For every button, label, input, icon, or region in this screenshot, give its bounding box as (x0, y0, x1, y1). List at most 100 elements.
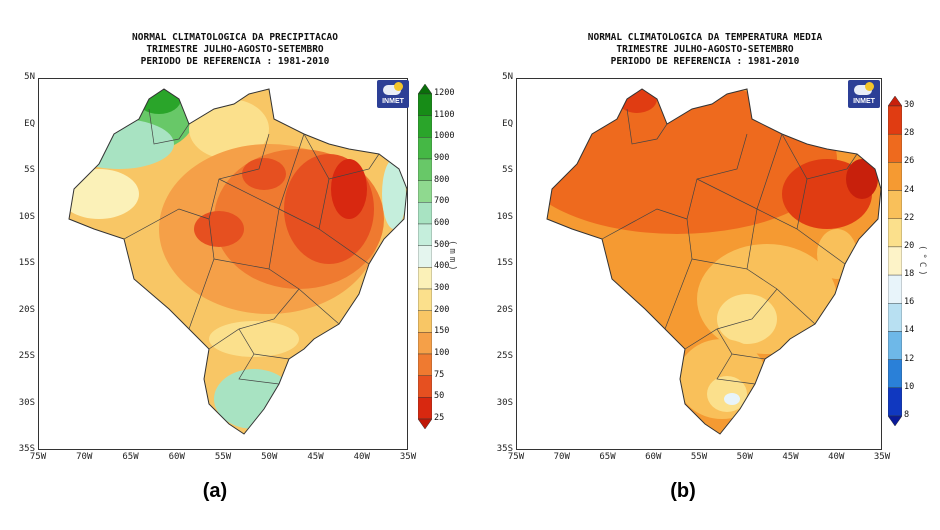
precip-colorbar-label: 500 (434, 239, 450, 250)
temp-lat-tick: 25S (496, 351, 513, 361)
temp-brazil-outline (546, 88, 882, 435)
temp-colorbar-bottom-arrow (888, 415, 902, 426)
temp-colorbar-label: 26 (904, 156, 915, 167)
temp-colorbar-label: 12 (904, 353, 915, 364)
temp-colorbar-label: 18 (904, 269, 915, 280)
precip-colorbar-segment (418, 223, 432, 246)
precip-colorbar-label: 900 (434, 153, 450, 163)
precip-lat-tick: 25S (18, 351, 35, 361)
precip-colorbar-segment (418, 397, 432, 420)
precip-colorbar-label: 1000 (434, 131, 455, 142)
temp-colorbar-segment (888, 274, 902, 304)
precip-colorbar-segment (418, 353, 432, 376)
precip-unit-label: (mm) (447, 240, 457, 274)
precip-colorbar-label: 50 (434, 391, 445, 402)
temp-lat-tick: 15S (496, 258, 513, 268)
temp-colorbar-top-arrow (888, 96, 902, 107)
temp-colorbar-segment (888, 218, 902, 248)
precip-colorbar-label: 300 (434, 283, 450, 293)
precip-colorbar-segment (418, 332, 432, 355)
temp-highland-cool (717, 294, 777, 344)
temp-colorbar-label: 16 (904, 297, 915, 308)
temp-map (516, 78, 882, 450)
precip-colorbar-segment (418, 267, 432, 290)
precip-colorbar-label: 600 (434, 218, 450, 228)
precip-lat-tick: 10S (18, 211, 35, 222)
temp-south-coldest (724, 393, 740, 405)
precip-south-yellow (209, 321, 299, 357)
precip-lat-tick: EQ (24, 118, 35, 129)
precip-amazon-yellow (189, 99, 269, 159)
temp-title-block: NORMAL CLIMATOLOGICA DA TEMPERATURA MEDI… (470, 32, 940, 68)
temp-lat-tick: 30S (496, 397, 513, 408)
precip-state-borders (123, 108, 380, 385)
precip-colorbar-segment (418, 245, 432, 268)
temp-lat-tick: 5S (502, 165, 513, 175)
sun-icon (865, 82, 874, 91)
precip-colorbar-label: 400 (434, 261, 450, 272)
temp-colorbar-label: 8 (904, 410, 910, 420)
temp-lat-tick: 20S (496, 304, 513, 315)
precip-panel-letter: (a) (202, 480, 228, 502)
precip-lat-tick: 15S (18, 258, 35, 268)
precip-lon-tick: 65W (122, 452, 139, 462)
panel-precipitation: NORMAL CLIMATOLOGICA DA PRECIPITACAO TRI… (0, 32, 470, 502)
precip-lon-tick: 60W (168, 452, 185, 462)
temp-lon-tick: 35W (873, 452, 891, 462)
temp-colorbar-label: 10 (904, 381, 915, 392)
precip-south-green (214, 369, 294, 429)
temp-title-line-3: PERIODO DE REFERENCIA : 1981-2010 (610, 56, 800, 67)
temp-lon-tick: 50W (736, 452, 753, 462)
precip-lat-tick: 20S (18, 304, 35, 315)
precip-colorbar-label: 100 (434, 348, 450, 358)
cloud-icon (854, 85, 872, 95)
temp-lat-tick: EQ (502, 118, 513, 129)
precip-colorbar-segment (418, 375, 432, 398)
precip-coast-light (382, 159, 406, 229)
temp-lon-tick: 65W (599, 452, 616, 462)
precip-lon-tick: 70W (76, 452, 93, 462)
precip-core-darkred (331, 159, 367, 219)
precip-title-line-1: NORMAL CLIMATOLOGICA DA PRECIPITACAO (132, 32, 338, 43)
precip-lon-tick: 40W (353, 452, 370, 462)
precip-colorbar-label: 1100 (434, 109, 455, 120)
cloud-icon (383, 85, 401, 95)
temp-lon-tick: 55W (690, 452, 708, 462)
temp-colorbar-segment (888, 331, 902, 360)
temp-lon-tick: 40W (828, 452, 845, 462)
temp-colorbar-segment (888, 162, 902, 191)
temp-northeast-peak (846, 159, 878, 199)
temp-colorbar-segment (888, 303, 902, 332)
temp-lat-tick: 5N (502, 72, 513, 82)
precip-colorbar-top-arrow (418, 84, 432, 95)
temp-lat-tick: 10S (496, 211, 513, 222)
temp-colorbar-label: 24 (904, 184, 915, 195)
panel-temperature: NORMAL CLIMATOLOGICA DA TEMPERATURA MEDI… (470, 0, 940, 530)
precip-colorbar-label: 1200 (434, 88, 455, 98)
precip-lat-tick: 30S (18, 397, 35, 408)
precip-colorbar-segment (418, 137, 432, 160)
precip-map-svg (68, 88, 408, 435)
temp-colorbar-segment (888, 133, 902, 163)
temp-title-line-2: TRIMESTRE JULHO-AGOSTO-SETEMBRO (616, 44, 794, 55)
precip-lat-tick: 35S (18, 444, 35, 454)
precip-colorbar-segment (418, 115, 432, 138)
temp-colorbar-segment (888, 359, 902, 389)
precip-logo-text: INMET (382, 98, 404, 105)
precip-colorbar-segment (418, 93, 432, 116)
temp-colorbar-segment (888, 387, 902, 417)
temp-colorbar (888, 96, 902, 426)
precip-hotspot-2 (194, 211, 244, 247)
temp-logo-text: INMET (853, 98, 875, 105)
precip-colorbar-label: 25 (434, 413, 445, 423)
temp-lon-tick: 60W (645, 452, 662, 462)
precip-inmet-logo: INMET (377, 80, 409, 108)
precip-colorbar-bottom-arrow (418, 418, 432, 429)
temp-colorbar-segment (888, 105, 902, 135)
precip-lat-tick: 5N (24, 72, 35, 82)
precip-west-pale (69, 169, 139, 219)
temp-lon-tick: 45W (782, 452, 799, 462)
precip-lon-tick: 50W (261, 452, 278, 462)
precip-title-block: NORMAL CLIMATOLOGICA DA PRECIPITACAO TRI… (0, 32, 470, 68)
precip-colorbar-label: 800 (434, 174, 450, 185)
